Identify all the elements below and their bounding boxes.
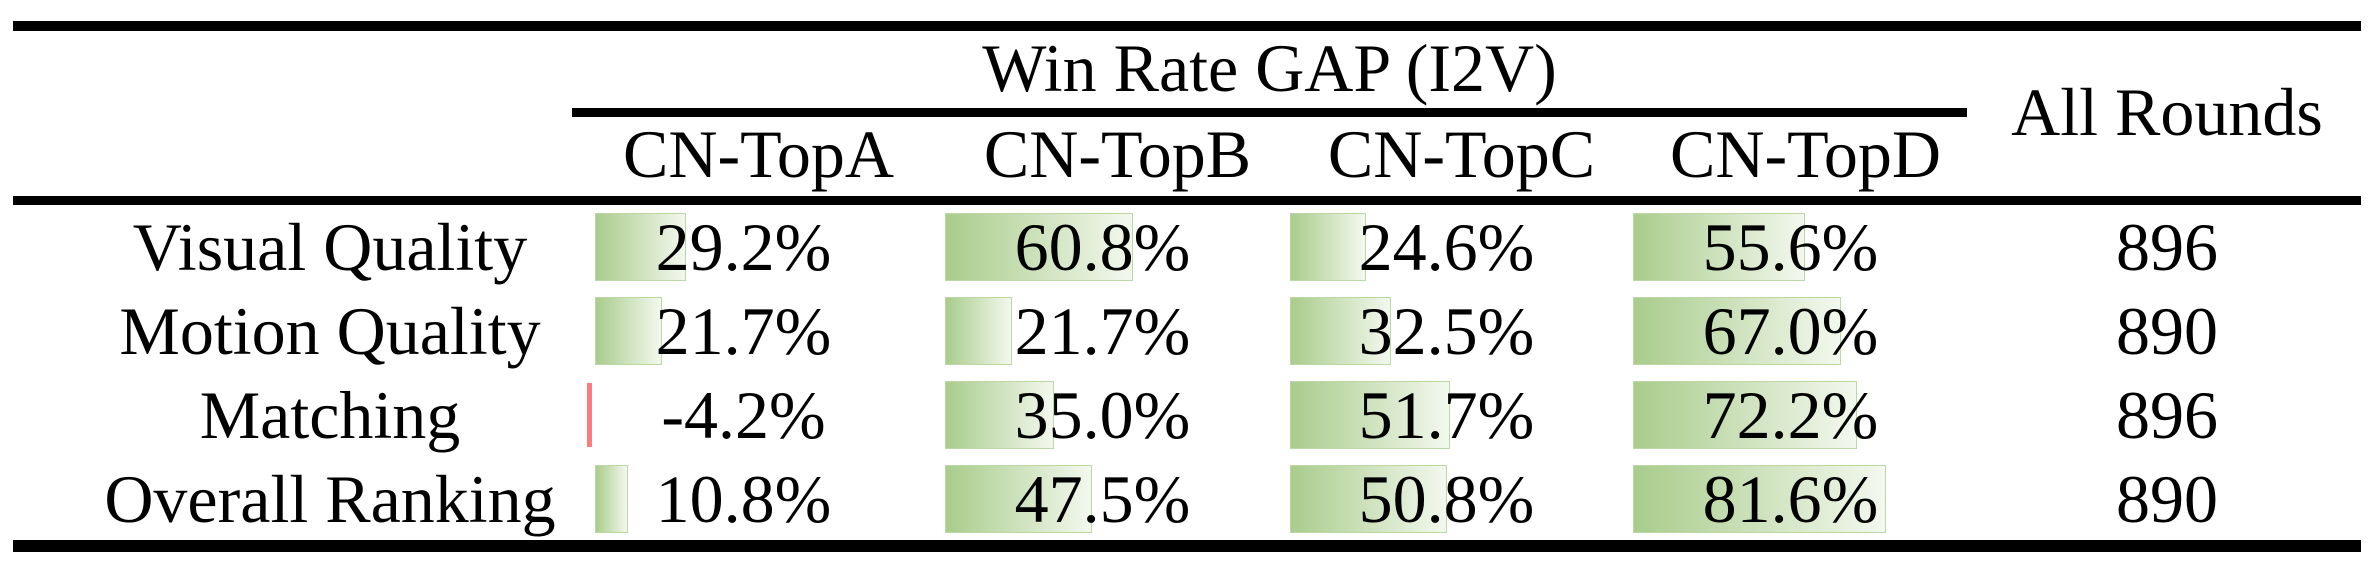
group-header-win-rate-gap: Win Rate GAP (I2V) (982, 30, 1557, 106)
data-bar (1633, 465, 1886, 533)
data-bar (1290, 213, 1366, 281)
data-bar (1290, 381, 1450, 449)
data-bar (945, 381, 1054, 449)
value-text: 50.8% (1358, 461, 1535, 537)
table-bottom-rule (13, 540, 2361, 552)
value-text: 32.5% (1358, 293, 1535, 369)
data-bar (1633, 381, 1857, 449)
table-row-motion-quality: Motion Quality 21.7% 21.7% 32.5% 67.0% 8… (0, 289, 2374, 373)
value-text: 60.8% (1014, 209, 1191, 285)
data-bar (945, 465, 1092, 533)
column-header-cn-topd: CN-TopD (1669, 116, 1941, 192)
data-bar (1290, 297, 1391, 365)
value-text: 67.0% (1702, 293, 1879, 369)
all-rounds-value: 896 (2116, 209, 2218, 285)
table-row-matching: Matching -4.2% 35.0% 51.7% 72.2% 896 (0, 373, 2374, 457)
all-rounds-value: 890 (2116, 293, 2218, 369)
value-text: -4.2% (661, 377, 826, 453)
column-header-cn-topa: CN-TopA (622, 116, 894, 192)
data-bar (595, 213, 686, 281)
column-header-row: CN-TopA CN-TopB CN-TopC CN-TopD (0, 117, 2374, 193)
table-row-overall-ranking: Overall Ranking 10.8% 47.5% 50.8% 81.6% … (0, 457, 2374, 541)
value-text: 29.2% (655, 209, 832, 285)
column-header-cn-topc: CN-TopC (1327, 116, 1596, 192)
value-text: 35.0% (1014, 377, 1191, 453)
row-label: Matching (199, 377, 461, 453)
all-rounds-value: 890 (2116, 461, 2218, 537)
value-text: 72.2% (1702, 377, 1879, 453)
data-bar (945, 297, 1012, 365)
data-bar (595, 465, 628, 533)
value-text: 21.7% (655, 293, 832, 369)
value-text: 51.7% (1358, 377, 1535, 453)
data-bar (1290, 465, 1447, 533)
group-header-underline-rule (572, 108, 1967, 117)
value-text: 81.6% (1702, 461, 1879, 537)
data-bar (945, 213, 1133, 281)
value-text: 55.6% (1702, 209, 1879, 285)
data-bar (595, 297, 662, 365)
value-text: 47.5% (1014, 461, 1191, 537)
column-header-cn-topb: CN-TopB (983, 116, 1252, 192)
all-rounds-value: 896 (2116, 377, 2218, 453)
row-label: Visual Quality (132, 209, 528, 285)
row-label: Overall Ranking (104, 461, 556, 537)
value-text: 21.7% (1014, 293, 1191, 369)
data-bar (587, 383, 592, 447)
header-separator-rule (13, 196, 2361, 205)
table-row-visual-quality: Visual Quality 29.2% 60.8% 24.6% 55.6% 8… (0, 205, 2374, 289)
table-top-rule (13, 21, 2361, 31)
data-bar (1633, 297, 1841, 365)
column-header-all-rounds: All Rounds (2011, 73, 2323, 150)
value-text: 24.6% (1358, 209, 1535, 285)
data-bar (1633, 213, 1805, 281)
row-label: Motion Quality (119, 293, 541, 369)
value-text: 10.8% (655, 461, 832, 537)
